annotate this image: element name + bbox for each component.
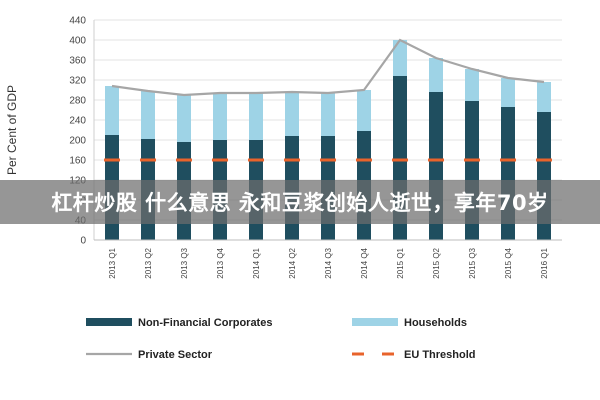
x-tick-label: 2013 Q3 <box>180 247 189 278</box>
bar-households <box>465 69 479 101</box>
y-tick-label: 0 <box>80 236 86 247</box>
x-tick-label: 2014 Q3 <box>324 247 333 278</box>
bar-households <box>141 91 155 139</box>
y-tick-label: 160 <box>69 156 86 167</box>
legend-label-private-sector: Private Sector <box>138 349 213 361</box>
bar-households <box>285 92 299 136</box>
lines <box>104 38 552 162</box>
legend: Non-Financial Corporates Households Privat… <box>86 317 476 361</box>
overlay-text: 杠杆炒股 什么意思 永和豆浆创始人逝世，享年70岁 <box>51 191 549 215</box>
x-tick-label: 2014 Q4 <box>360 247 369 278</box>
x-tick-label: 2013 Q2 <box>144 247 153 278</box>
x-tick-label: 2016 Q1 <box>540 247 549 278</box>
overlay-banner: 杠杆炒股 什么意思 永和豆浆创始人逝世，享年70岁 <box>0 180 600 224</box>
y-tick-label: 240 <box>69 116 86 127</box>
y-tick-label: 280 <box>69 96 86 107</box>
y-tick-label: 200 <box>69 136 86 147</box>
x-tick-label: 2014 Q1 <box>252 247 261 278</box>
bar-households <box>537 82 551 112</box>
y-axis-label: Per Cent of GDP <box>5 85 19 175</box>
bar-households <box>429 58 443 92</box>
legend-swatch-non-financial-corporates <box>86 318 132 326</box>
x-tick-label: 2015 Q2 <box>432 247 441 278</box>
x-tick-label: 2015 Q4 <box>504 247 513 278</box>
legend-label-eu-threshold: EU Threshold <box>404 349 476 361</box>
bar-households <box>213 93 227 140</box>
x-tick-label: 2013 Q4 <box>216 247 225 278</box>
x-tick-label: 2015 Q3 <box>468 247 477 278</box>
legend-swatch-households <box>352 318 398 326</box>
x-tick-label: 2015 Q1 <box>396 247 405 278</box>
bar-households <box>501 78 515 107</box>
bar-households <box>357 90 371 131</box>
bar-households <box>321 93 335 136</box>
legend-label-non-financial-corporates: Non-Financial Corporates <box>138 317 272 329</box>
bar-households <box>393 40 407 76</box>
x-tick-label: 2014 Q2 <box>288 247 297 278</box>
y-tick-label: 360 <box>69 56 86 67</box>
bar-households <box>249 93 263 140</box>
y-tick-label: 440 <box>69 16 86 27</box>
y-tick-label: 320 <box>69 76 86 87</box>
x-tick-label: 2013 Q1 <box>108 247 117 278</box>
y-tick-label: 400 <box>69 36 86 47</box>
bar-households <box>177 95 191 142</box>
legend-label-households: Households <box>404 317 467 329</box>
bar-households <box>105 86 119 135</box>
line-private-sector <box>111 38 545 97</box>
